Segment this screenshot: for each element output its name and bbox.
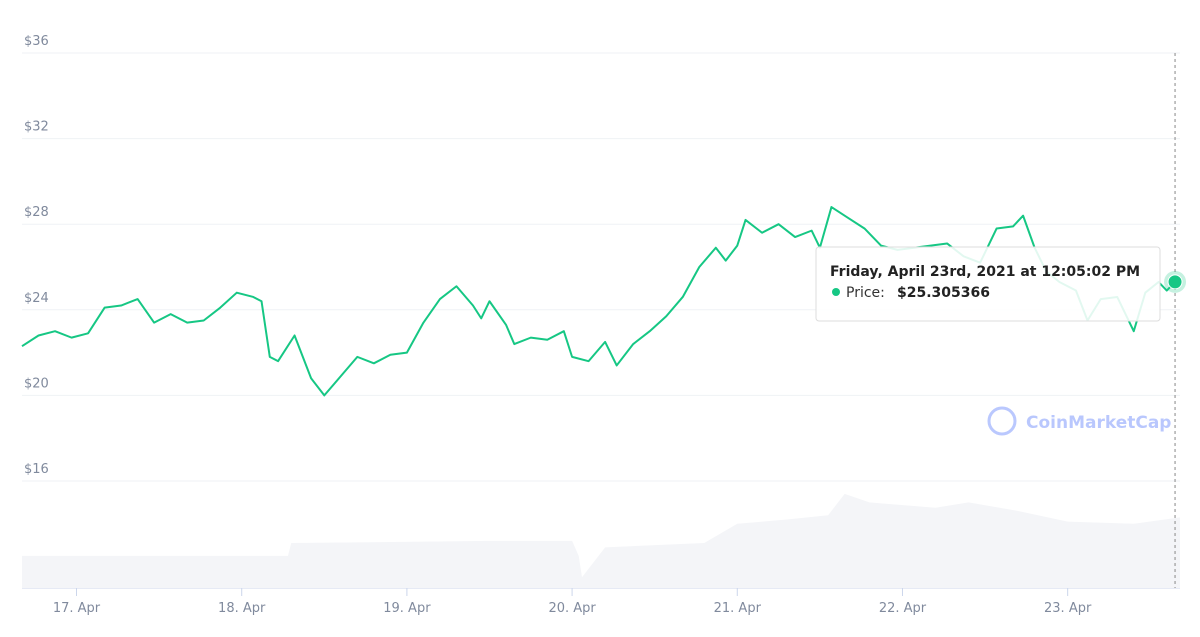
tooltip-value: $25.305366 xyxy=(897,285,990,301)
tooltip: Friday, April 23rd, 2021 at 12:05:02 PM P… xyxy=(815,246,1161,322)
watermark: CoinMarketCap xyxy=(987,406,1171,436)
y-tick-label: $36 xyxy=(24,34,49,49)
x-tick-label: 23. Apr xyxy=(1044,601,1092,616)
volume-area xyxy=(22,493,1180,588)
x-tick-label: 17. Apr xyxy=(53,601,101,616)
watermark-text: CoinMarketCap xyxy=(1026,413,1171,433)
x-tick-label: 22. Apr xyxy=(879,601,927,616)
x-tick-label: 21. Apr xyxy=(714,601,762,616)
y-tick-label: $28 xyxy=(24,205,49,220)
y-tick-label: $24 xyxy=(24,291,49,306)
y-tick-label: $32 xyxy=(24,120,49,135)
y-tick-label: $16 xyxy=(24,462,49,477)
tooltip-label: Price: xyxy=(846,285,885,301)
y-tick-label: $20 xyxy=(24,376,49,391)
hover-marker xyxy=(1167,274,1183,290)
x-tick-label: 19. Apr xyxy=(383,601,431,616)
tooltip-box xyxy=(815,246,1161,322)
tooltip-title: Friday, April 23rd, 2021 at 12:05:02 PM xyxy=(830,264,1140,280)
x-tick-label: 20. Apr xyxy=(548,601,596,616)
price-line xyxy=(21,206,1176,397)
watermark-logo xyxy=(987,406,1017,436)
tooltip-dot xyxy=(832,288,840,296)
x-tick-label: 18. Apr xyxy=(218,601,266,616)
